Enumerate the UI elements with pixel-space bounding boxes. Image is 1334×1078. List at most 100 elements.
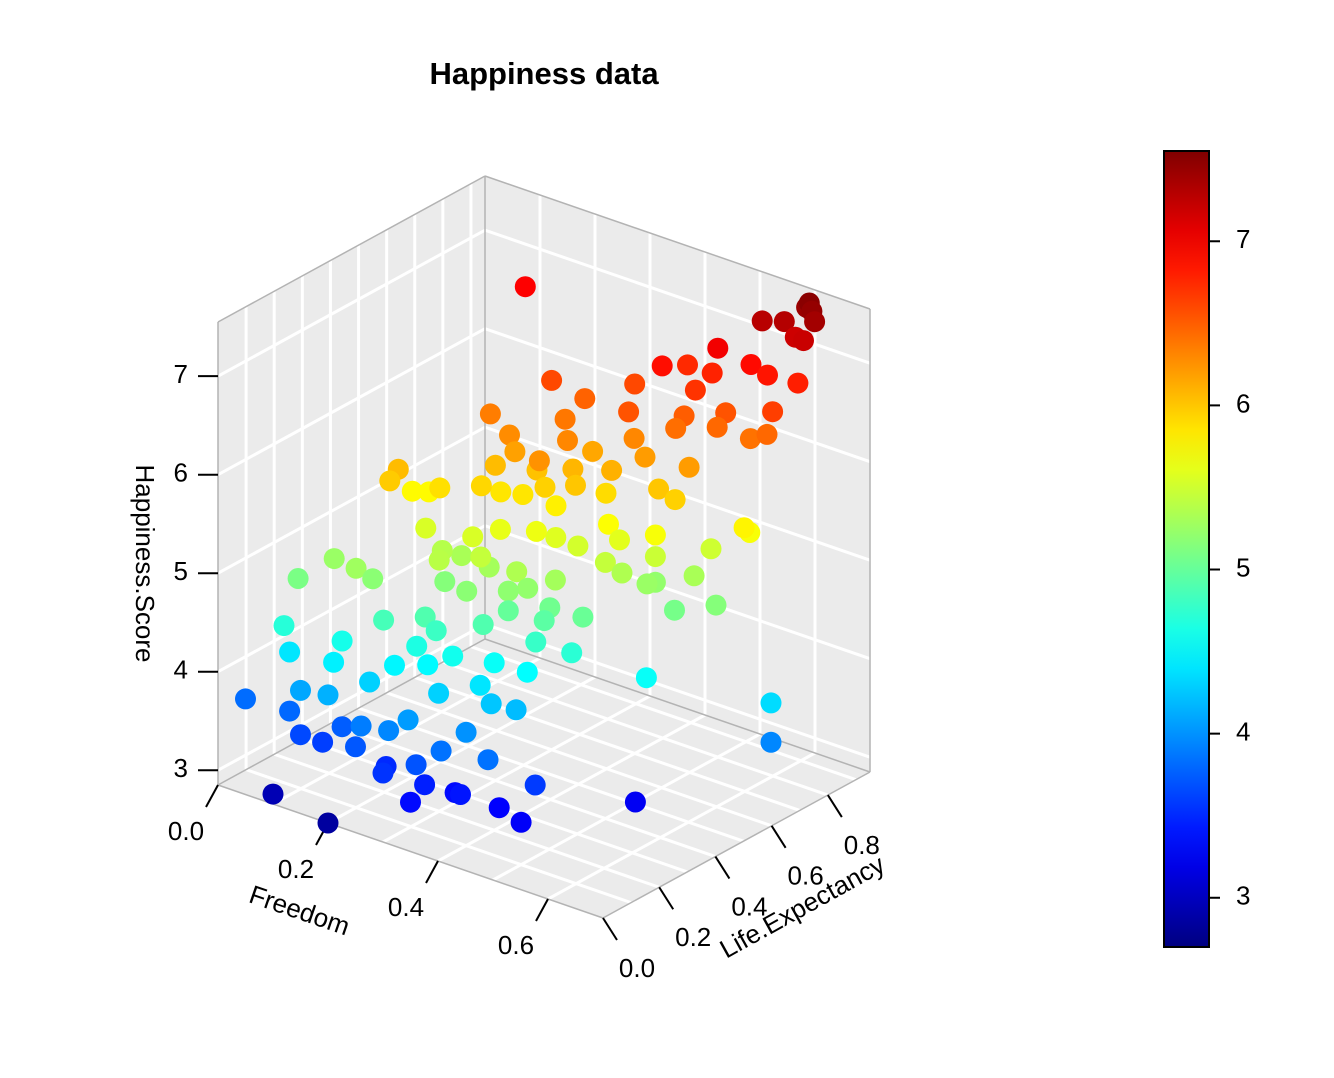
data-point — [359, 671, 381, 693]
data-point — [456, 580, 478, 602]
data-point — [279, 641, 301, 663]
data-point — [506, 561, 528, 583]
colorbar-tick-label: 7 — [1236, 224, 1250, 254]
data-point — [362, 568, 384, 590]
data-point — [545, 495, 567, 517]
data-point — [611, 562, 633, 584]
life-expectancy-tick-mark — [770, 825, 787, 849]
floor-gridline — [382, 694, 651, 844]
data-point — [488, 797, 510, 819]
data-point — [545, 527, 567, 548]
data-point — [598, 513, 619, 535]
data-point — [279, 700, 301, 722]
data-point — [793, 330, 814, 352]
data-point — [516, 661, 538, 683]
box-edge — [217, 175, 486, 323]
data-point — [262, 783, 284, 805]
floor-gridline — [414, 676, 801, 812]
data-point — [678, 456, 700, 478]
happiness-score-tick-label: 6 — [174, 458, 188, 488]
data-point — [677, 354, 698, 376]
data-point — [373, 609, 395, 631]
happiness-score-tick-label: 5 — [174, 556, 188, 586]
data-point — [624, 373, 646, 395]
life-expectancy-tick-mark — [602, 917, 618, 941]
floor-panel — [218, 639, 870, 918]
data-point — [434, 571, 456, 593]
data-point — [490, 481, 512, 503]
box-edge — [217, 784, 604, 919]
data-point — [287, 568, 309, 589]
data-point — [562, 458, 584, 480]
data-point — [451, 545, 473, 567]
data-point — [345, 736, 366, 758]
life-expectancy-tick-label: 0.4 — [731, 891, 767, 921]
box-edge — [484, 175, 871, 310]
data-point — [739, 428, 761, 450]
data-point — [760, 731, 782, 753]
data-point — [525, 631, 547, 653]
floor-gridline — [437, 713, 706, 863]
data-point — [594, 551, 616, 573]
freedom-axis-label: Freedom — [246, 879, 354, 941]
data-point — [601, 459, 623, 481]
data-point — [534, 476, 556, 498]
data-point — [484, 454, 506, 476]
data-point — [505, 699, 527, 721]
data-point — [400, 791, 421, 813]
data-point — [397, 709, 419, 731]
data-point — [636, 573, 658, 595]
data-point — [557, 430, 578, 451]
data-point — [554, 408, 576, 430]
happiness-score-axis-label: Happiness.Score — [130, 465, 160, 663]
colorbar-scale — [1163, 150, 1210, 948]
data-point — [290, 724, 311, 746]
data-point — [462, 526, 484, 548]
floor-gridline — [386, 691, 773, 828]
freedom-tick-label: 0.2 — [278, 854, 314, 884]
data-point — [428, 549, 450, 571]
data-point — [517, 577, 539, 599]
data-point — [644, 524, 666, 546]
data-point — [323, 651, 345, 673]
happiness-score-tick-label: 3 — [174, 753, 188, 783]
data-point — [497, 600, 519, 622]
back-gridline — [217, 622, 486, 772]
data-point — [469, 674, 491, 696]
floor-gridline — [547, 751, 816, 901]
freedom-tick-label: 0.0 — [168, 816, 204, 846]
data-point — [664, 489, 686, 511]
color-legend: 3 4 5 6 7 — [1163, 150, 1250, 948]
data-point — [582, 440, 604, 462]
data-point — [406, 635, 428, 657]
data-point — [595, 482, 617, 504]
data-point — [290, 679, 311, 701]
data-point — [401, 480, 423, 502]
data-point — [541, 369, 563, 391]
back-gridline — [217, 425, 486, 575]
data-point — [345, 557, 367, 579]
colorbar-tick-label: 3 — [1236, 881, 1250, 911]
plot-box-gridlines — [217, 183, 871, 905]
data-point — [429, 477, 451, 499]
data-point — [565, 474, 586, 496]
back-gridline — [217, 228, 486, 378]
floor-gridline — [245, 768, 632, 905]
data-point — [756, 423, 778, 445]
data-point — [323, 548, 345, 570]
data-point — [428, 682, 450, 704]
floor-gridline — [327, 675, 596, 825]
data-point — [624, 791, 646, 813]
floor-gridline — [329, 722, 716, 858]
freedom-tick-label: 0.6 — [498, 930, 534, 960]
data-point — [706, 416, 728, 438]
data-point — [561, 642, 583, 664]
floor-gridline — [273, 752, 660, 889]
happiness-score-tick-label: 4 — [174, 655, 188, 685]
data-point — [350, 715, 372, 737]
data-point — [455, 721, 477, 743]
data-point — [618, 401, 640, 423]
data-point — [773, 311, 795, 333]
data-point — [740, 354, 762, 375]
data-point — [651, 355, 673, 377]
